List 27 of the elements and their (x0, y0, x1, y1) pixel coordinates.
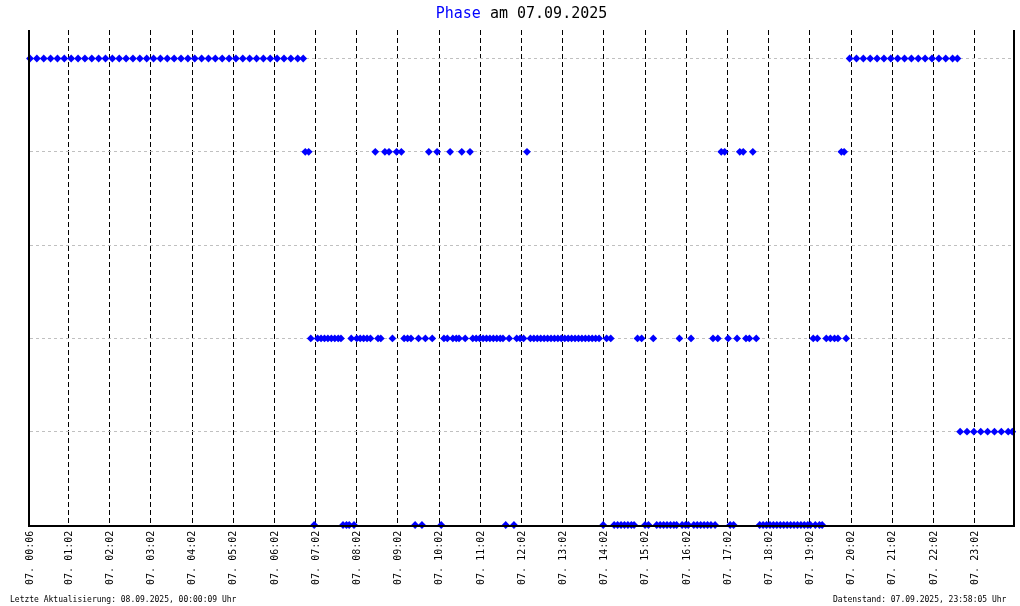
chart-title: Phase am 07.09.2025 (435, 4, 608, 23)
x-tick-label: 07. 01:02 (62, 530, 74, 585)
x-tick-label: 07. 06:02 (268, 530, 280, 585)
x-tick-label: 07. 08:02 (351, 530, 362, 585)
x-tick-label: 07. 05:02 (227, 530, 239, 585)
text: Letzte Aktualisierung: 08.09.2025, 00:00:09 Uhr (10, 595, 237, 604)
x-tick-label: 07. 00:06 (24, 530, 36, 585)
x-tick-label: 07. 03:02 (145, 530, 157, 585)
x-tick-label: 07. 04:02 (186, 530, 198, 585)
x-tick-label: 07. 23:02 (968, 530, 980, 585)
x-tick-label: 07. 07:02 (309, 530, 321, 585)
x-tick-label: 07. 20:02 (845, 530, 857, 585)
x-tick-label: 07. 02:02 (103, 530, 115, 585)
x-tick-label: 07. 18:02 (762, 530, 774, 585)
x-tick-label: 07. 14:02 (598, 530, 610, 585)
x-tick-label: 07. 13:02 (556, 530, 568, 585)
x-tick-label: 07. 16:02 (680, 530, 692, 585)
x-tick-label: 07. 22:02 (927, 530, 939, 585)
x-tick-label: 07. 21:02 (886, 530, 898, 585)
x-tick-label: 07. 09:02 (392, 530, 404, 585)
text: Datenstand: 07.09.2025, 23:58:05 Uhr (833, 595, 1007, 604)
x-tick-label: 07. 10:02 (433, 530, 445, 585)
x-tick-label: 07. 11:02 (474, 530, 486, 585)
x-tick-label: 07. 12:02 (515, 530, 527, 585)
x-tick-label: 07. 15:02 (639, 530, 651, 585)
x-tick-label: 07. 17:02 (721, 530, 733, 585)
x-tick-label: 07. 19:02 (804, 530, 816, 585)
